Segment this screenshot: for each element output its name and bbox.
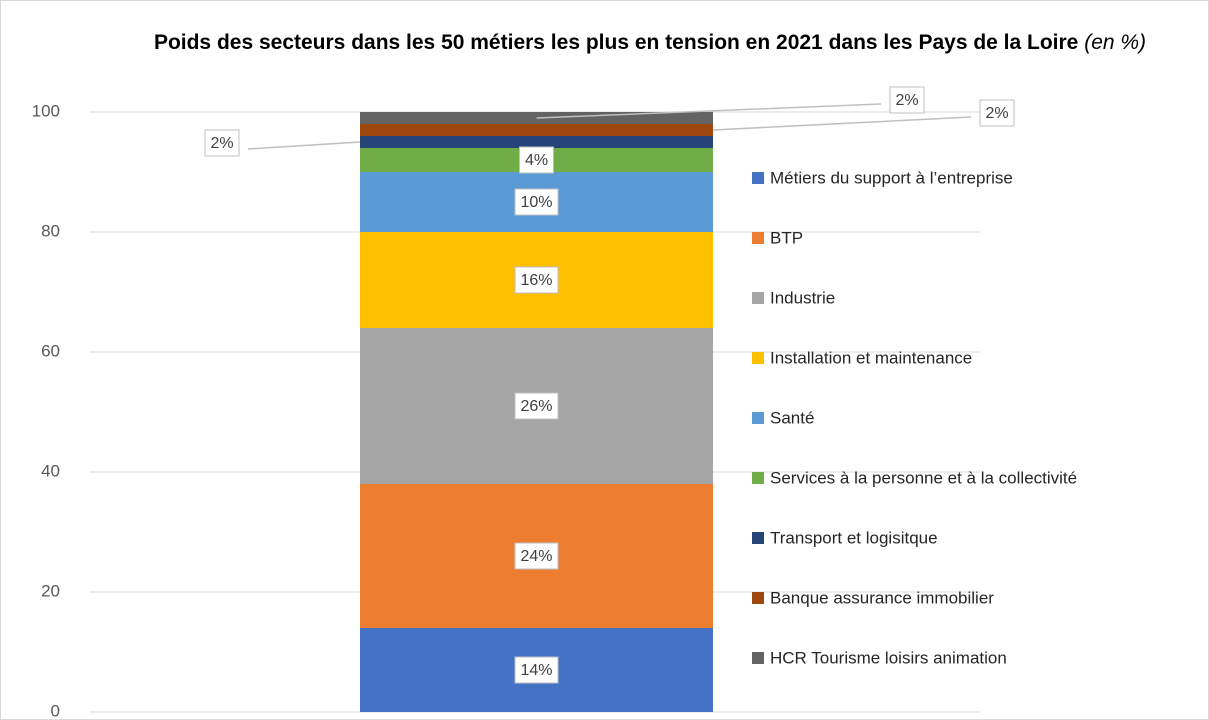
data-label: 2% [210,135,233,152]
data-label: 14% [520,662,552,679]
data-label-box [514,266,559,294]
data-label: 26% [520,398,552,415]
legend-label: HCR Tourisme loisirs animation [770,648,1007,667]
y-tick-label: 100 [32,101,60,120]
data-label-box [204,129,240,157]
data-label-box [514,188,559,216]
y-tick-label: 40 [41,461,60,480]
legend-label: Services à la personne et à la collectiv… [770,468,1077,487]
bar-segment [360,124,713,136]
data-label-box [519,146,554,174]
y-tick-label: 20 [41,581,60,600]
data-label: 16% [520,272,552,289]
bar-segment [360,136,713,148]
leader-line [247,141,361,150]
data-label-box [889,86,925,114]
data-label-box [979,99,1015,127]
legend-swatch [752,352,764,364]
legend-swatch [752,172,764,184]
chart-title-block: Poids des secteurs dans les 50 métiers l… [150,26,1150,59]
data-label-box [514,542,559,570]
legend-swatch [752,232,764,244]
data-label: 2% [985,105,1008,122]
legend-swatch [752,592,764,604]
legend-swatch [752,472,764,484]
chart-title-suffix: (en %) [1084,31,1147,54]
data-label: 24% [520,548,552,565]
legend-label: BTP [770,228,803,247]
legend-label: Industrie [770,288,835,307]
legend-swatch [752,652,764,664]
data-label: 2% [895,92,918,109]
data-label-box [514,392,559,420]
y-tick-label: 60 [41,341,60,360]
y-tick-label: 0 [51,701,60,720]
legend-label: Installation et maintenance [770,348,972,367]
legend-swatch [752,412,764,424]
legend-label: Santé [770,408,814,427]
data-label: 10% [520,194,552,211]
chart-title: Poids des secteurs dans les 50 métiers l… [153,31,1079,54]
y-tick-label: 80 [41,221,60,240]
legend-label: Banque assurance immobilier [770,588,994,607]
data-label: 4% [525,152,548,169]
leader-line [536,103,882,119]
legend-label: Transport et logisitque [770,528,938,547]
legend-swatch [752,532,764,544]
data-label-box [514,656,559,684]
legend-label: Métiers du support à l’entreprise [770,168,1013,187]
leader-line [712,116,972,131]
legend-swatch [752,292,764,304]
